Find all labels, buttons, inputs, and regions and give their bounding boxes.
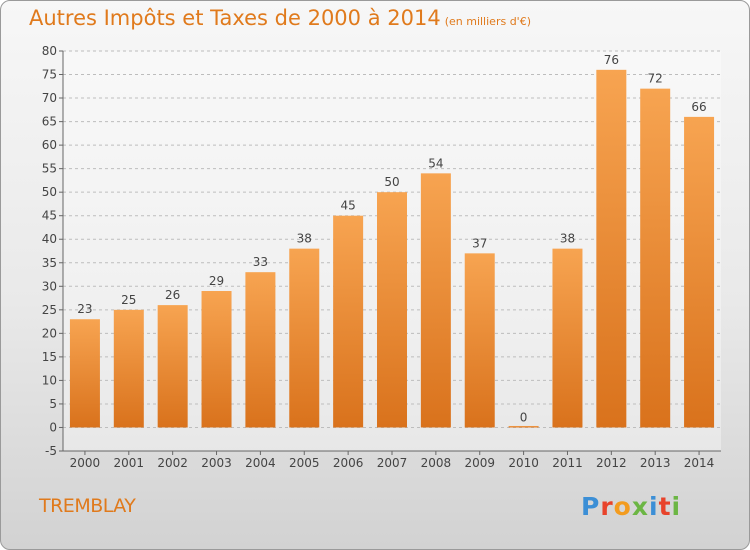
bar xyxy=(69,319,100,428)
y-tick-label: 55 xyxy=(42,162,57,176)
x-tick-label: 2013 xyxy=(640,456,671,470)
bar xyxy=(333,215,364,428)
data-label: 38 xyxy=(297,232,312,246)
bar xyxy=(377,192,407,428)
data-label: 45 xyxy=(340,199,355,213)
brand-letter: t xyxy=(658,492,672,521)
y-tick-label: 10 xyxy=(42,373,57,387)
chart-subtitle: (en milliers d'€) xyxy=(444,15,531,28)
y-tick-label: 50 xyxy=(42,185,57,199)
brand-letter: x xyxy=(631,492,649,521)
brand-letter: P xyxy=(581,492,601,521)
chart-title-text: Autres Impôts et Taxes de 2000 à 2014 xyxy=(29,6,441,30)
x-tick-label: 2008 xyxy=(421,456,452,470)
data-label: 33 xyxy=(253,255,268,269)
data-label: 37 xyxy=(472,236,487,250)
y-tick-label: 60 xyxy=(42,138,57,152)
x-tick-label: 2010 xyxy=(508,456,539,470)
location-label: TREMBLAY xyxy=(39,495,136,517)
x-tick-label: 2000 xyxy=(70,456,101,470)
brand-letter: i xyxy=(671,492,682,521)
data-label: 38 xyxy=(560,232,575,246)
bar xyxy=(596,69,627,428)
brand-letter: o xyxy=(613,492,632,521)
x-tick-label: 2007 xyxy=(377,456,408,470)
y-tick-label: 30 xyxy=(42,279,57,293)
x-tick-label: 2011 xyxy=(552,456,583,470)
x-tick-label: 2002 xyxy=(157,456,188,470)
bar xyxy=(684,116,715,428)
x-tick-label: 2005 xyxy=(289,456,320,470)
x-tick-label: 2009 xyxy=(464,456,495,470)
x-tick-label: 2001 xyxy=(114,456,145,470)
data-label: 26 xyxy=(165,288,180,302)
y-tick-label: 75 xyxy=(42,68,57,82)
y-tick-label: 20 xyxy=(42,326,57,340)
bar xyxy=(289,248,320,428)
data-label: 29 xyxy=(209,274,224,288)
y-tick-label: 25 xyxy=(42,303,57,317)
y-tick-label: 65 xyxy=(42,115,57,129)
data-label: 0 xyxy=(520,410,528,424)
y-tick-label: 45 xyxy=(42,209,57,223)
y-tick-label: 70 xyxy=(42,91,57,105)
x-tick-label: 2003 xyxy=(201,456,232,470)
y-tick-label: 35 xyxy=(42,256,57,270)
data-label: 66 xyxy=(691,100,706,114)
y-tick-label: 5 xyxy=(49,397,57,411)
x-tick-label: 2012 xyxy=(596,456,627,470)
bar xyxy=(201,291,232,428)
x-tick-label: 2006 xyxy=(333,456,364,470)
bar xyxy=(113,309,144,428)
y-tick-label: 40 xyxy=(42,232,57,246)
chart-title: Autres Impôts et Taxes de 2000 à 2014 (en… xyxy=(29,6,531,30)
data-label: 23 xyxy=(77,302,92,316)
y-tick-label: 0 xyxy=(49,420,57,434)
brand-letter: r xyxy=(600,492,614,521)
bar xyxy=(508,425,539,428)
data-label: 76 xyxy=(604,53,619,67)
bar xyxy=(157,305,188,428)
y-tick-label: 80 xyxy=(42,44,57,58)
bar xyxy=(552,248,583,428)
bar xyxy=(640,88,671,428)
x-tick-label: 2014 xyxy=(684,456,715,470)
x-tick-label: 2004 xyxy=(245,456,276,470)
bar xyxy=(464,253,495,428)
y-tick-label: -5 xyxy=(45,444,57,458)
data-label: 54 xyxy=(428,156,443,170)
bar xyxy=(245,272,276,428)
brand-logo: Proxiti xyxy=(581,492,681,521)
y-tick-label: 15 xyxy=(42,350,57,364)
bar xyxy=(420,173,451,428)
brand-letter: i xyxy=(649,492,659,521)
data-label: 50 xyxy=(384,175,399,189)
data-label: 25 xyxy=(121,293,136,307)
data-label: 72 xyxy=(648,72,663,86)
